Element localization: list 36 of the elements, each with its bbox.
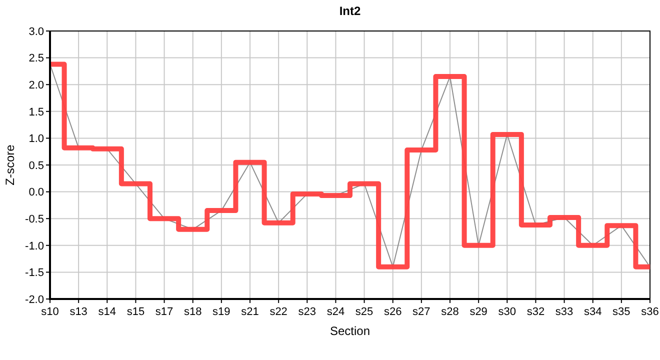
y-tick-label: -1.5 [25, 267, 44, 280]
x-tick-label: s23 [298, 306, 316, 318]
x-tick-label: s21 [241, 306, 259, 318]
y-tick-label: 1.5 [28, 106, 44, 118]
x-tick-label: s26 [384, 306, 402, 318]
x-tick-label: s33 [555, 306, 574, 318]
x-tick-label: s13 [70, 306, 88, 318]
y-tick-label: -2.0 [25, 294, 44, 306]
y-tick-label: 3.0 [28, 26, 44, 38]
x-tick-label: s22 [270, 306, 288, 318]
x-tick-label: s30 [498, 306, 516, 318]
y-tick-label: 1.0 [28, 133, 44, 146]
x-tick-label: s18 [184, 306, 202, 318]
x-tick-label: s15 [126, 306, 145, 318]
x-tick-label: s10 [41, 306, 59, 318]
x-tick-label: s35 [612, 306, 630, 318]
x-tick-label: s27 [412, 306, 430, 318]
x-tick-label: s24 [326, 306, 345, 318]
y-tick-label: -0.5 [25, 213, 44, 226]
x-tick-label: s29 [470, 306, 488, 318]
y-tick-label: 2.0 [28, 79, 44, 92]
y-tick-label: 0.5 [28, 160, 44, 172]
y-tick-label: 2.5 [28, 52, 44, 65]
x-tick-label: s25 [355, 306, 374, 318]
x-tick-label: s36 [641, 306, 659, 318]
chart-title: Int2 [339, 4, 361, 18]
x-tick-label: s14 [98, 306, 116, 318]
y-tick-label: 0.0 [28, 186, 44, 199]
x-tick-label: s19 [212, 306, 230, 318]
x-axis-title: Section [330, 324, 370, 338]
y-tick-label: -1.0 [25, 240, 44, 252]
x-tick-label: s32 [526, 306, 545, 318]
y-axis-title: Z-score [3, 144, 17, 186]
x-tick-label: s17 [155, 306, 174, 318]
x-tick-label: s34 [584, 306, 602, 318]
x-tick-label: s28 [441, 306, 459, 318]
